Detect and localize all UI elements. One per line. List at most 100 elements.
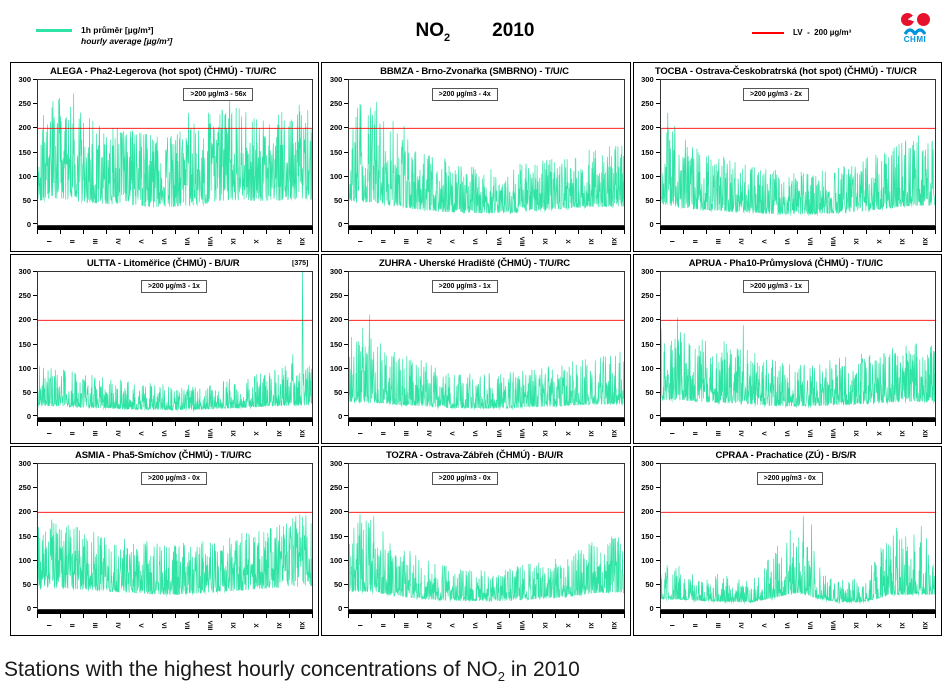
plot-area: >200 µg/m3 - 0x xyxy=(37,463,314,610)
month-label: IV xyxy=(425,430,433,437)
x-axis-month-labels: I II III IV V VI VII VIII IX X XI XII xyxy=(348,234,624,249)
x-axis-bar xyxy=(659,226,936,230)
station-title: ALEGA - Pha2-Legerova (hot spot) (ČHMÚ) … xyxy=(50,66,277,77)
series-canvas xyxy=(38,272,313,417)
month-label: X xyxy=(252,623,260,628)
station-chart-panel: ALEGA - Pha2-Legerova (hot spot) (ČHMÚ) … xyxy=(10,62,320,252)
month-label: VII xyxy=(183,429,191,438)
y-tick-label: 250 xyxy=(329,483,343,493)
exceedance-annotation: >200 µg/m3 - 1x xyxy=(431,280,498,293)
chmi-logo-wave-icon xyxy=(904,28,926,35)
y-tick-label: 300 xyxy=(641,75,654,84)
y-tick-label: 150 xyxy=(641,147,654,157)
y-tick-label: 0 xyxy=(26,412,31,421)
y-tick-label: 0 xyxy=(338,412,343,421)
station-chart-panel: BBMZA - Brno-Zvonařka (SMBRNO) - T/U/C 0… xyxy=(321,62,631,252)
y-tick-label: 300 xyxy=(329,75,343,84)
title-year: 2010 xyxy=(492,20,535,41)
y-tick-label: 150 xyxy=(641,531,654,541)
y-tick-label: 100 xyxy=(641,555,654,565)
y-tick-label: 250 xyxy=(18,291,31,301)
month-label: II xyxy=(68,623,76,628)
station-title: BBMZA - Brno-Zvonařka (SMBRNO) - T/U/C xyxy=(380,66,569,77)
y-tick-label: 50 xyxy=(22,387,31,397)
station-title: TOZRA - Ostrava-Zábřeh (ČHMÚ) - B/U/R xyxy=(385,450,564,461)
x-axis: I II III IV V VI VII VIII IX X XI XII xyxy=(37,226,314,249)
chmi-logo: CHMI xyxy=(896,13,934,44)
month-label: VIII xyxy=(206,236,214,247)
month-label: XI xyxy=(897,238,905,245)
month-label: V xyxy=(137,239,145,244)
station-title: TOCBA - Ostrava-Českobratrská (hot spot)… xyxy=(654,66,917,77)
month-label: XII xyxy=(609,237,617,246)
month-label: II xyxy=(68,239,76,244)
y-tick-label: 50 xyxy=(22,579,31,589)
month-label: X xyxy=(874,623,882,628)
x-axis-ticks xyxy=(348,614,625,618)
month-label: X xyxy=(252,239,260,244)
y-tick-label: 100 xyxy=(641,363,654,373)
month-label: X xyxy=(874,239,882,244)
month-label: VI xyxy=(782,238,790,245)
y-axis: 0 50 100 150 200 250 300 xyxy=(13,267,37,421)
chmi-logo-red-dot-icon xyxy=(916,13,930,26)
y-tick-label: 300 xyxy=(18,459,31,468)
lv-legend-label: LV - 200 µg/m³ xyxy=(793,28,852,37)
y-tick-label: 250 xyxy=(329,291,343,301)
charts-grid: ALEGA - Pha2-Legerova (hot spot) (ČHMÚ) … xyxy=(10,62,942,636)
month-label: IX xyxy=(540,622,548,629)
axis-corner xyxy=(324,226,348,249)
axis-corner xyxy=(13,226,37,249)
month-label: V xyxy=(448,623,456,628)
month-label: VII xyxy=(805,237,813,246)
exceedance-annotation: >200 µg/m3 - 0x xyxy=(140,472,207,485)
series-canvas xyxy=(349,80,624,225)
y-tick-label: 50 xyxy=(333,195,343,205)
axis-corner xyxy=(636,226,660,249)
y-tick-label: 100 xyxy=(18,363,31,373)
month-label: X xyxy=(563,239,571,244)
y-tick-label: 100 xyxy=(329,363,343,373)
month-label: VII xyxy=(805,621,813,630)
month-label: XI xyxy=(586,622,594,629)
y-tick-label: 50 xyxy=(22,195,31,205)
exceedance-annotation: >200 µg/m3 - 0x xyxy=(756,472,823,485)
y-axis: 0 50 100 150 200 250 300 xyxy=(324,267,349,421)
month-label: III xyxy=(91,430,99,437)
x-axis-bar xyxy=(37,418,314,422)
month-label: VI xyxy=(471,238,479,245)
y-tick-label: 150 xyxy=(18,147,31,157)
y-tick-label: 300 xyxy=(18,75,31,84)
month-label: XII xyxy=(921,621,929,630)
month-label: III xyxy=(91,622,99,629)
month-label: IV xyxy=(425,238,433,245)
y-tick-label: 0 xyxy=(649,220,654,229)
x-axis-month-labels: I II III IV V VI VII VIII IX X XI XII xyxy=(348,618,624,633)
x-axis-ticks xyxy=(659,230,937,234)
month-label: VI xyxy=(782,430,790,437)
y-tick-label: 150 xyxy=(329,339,343,349)
month-label: I xyxy=(45,432,53,435)
series-canvas xyxy=(38,80,313,225)
station-chart-panel: CPRAA - Prachatice (ZÚ) - B/S/R 0 50 100 15… xyxy=(632,446,942,636)
month-label: IV xyxy=(114,430,122,437)
month-label: III xyxy=(402,238,410,245)
y-tick-label: 200 xyxy=(329,123,343,133)
y-tick-label: 150 xyxy=(18,531,31,541)
x-axis-ticks xyxy=(37,230,314,234)
month-label: IV xyxy=(736,238,744,245)
x-axis-month-labels: I II III IV V VI VII VIII IX X XI XII xyxy=(37,618,313,633)
y-tick-label: 200 xyxy=(329,507,343,517)
series-canvas xyxy=(660,80,935,225)
month-label: VIII xyxy=(517,236,525,247)
y-tick-label: 0 xyxy=(338,220,343,229)
exceedance-annotation: >200 µg/m3 - 2x xyxy=(742,88,810,101)
month-label: V xyxy=(759,239,767,244)
axis-corner xyxy=(13,418,37,441)
month-label: I xyxy=(45,240,53,243)
station-title: ASMIA - Pha5-Smíchov (ČHMÚ) - T/U/RC xyxy=(74,450,252,461)
y-axis: 0 50 100 150 200 250 300 xyxy=(324,75,349,229)
month-label: IV xyxy=(736,430,744,437)
month-label: V xyxy=(759,623,767,628)
plot-area: >200 µg/m3 - 1x xyxy=(659,271,936,418)
